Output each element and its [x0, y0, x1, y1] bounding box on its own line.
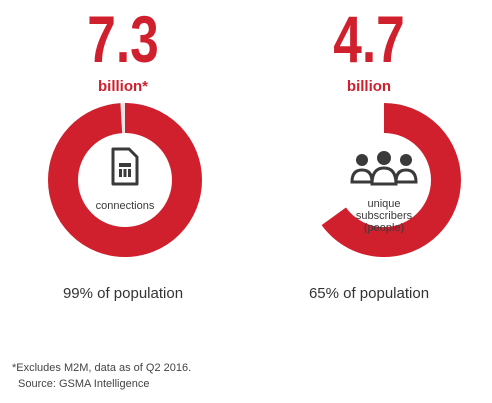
subscribers-label-line-3: (people) [363, 222, 405, 234]
subscribers-panel: 4.7 billion unique subscribers (people) … [246, 0, 492, 320]
subscribers-population-caption: 65% of population [308, 285, 430, 302]
connections-donut-chart [48, 103, 202, 257]
connections-panel: 7.3 billion* connections 99% of populati… [0, 0, 246, 320]
subscribers-label-line-2: subscribers [355, 210, 413, 222]
connections-unit: billion* [98, 78, 148, 95]
subscribers-donut-arc [307, 103, 461, 257]
subscribers-donut-chart [307, 103, 461, 257]
subscribers-label-line-1: unique [367, 198, 401, 210]
footnote-source: Source: GSMA Intelligence [18, 378, 150, 390]
connections-donut-arc [48, 103, 202, 257]
footnote-exclusion: *Excludes M2M, data as of Q2 2016. [12, 362, 192, 374]
connections-value: 7.3 [87, 2, 159, 76]
people-group-icon [350, 151, 418, 186]
connections-population-caption: 99% of population [62, 285, 184, 302]
subscribers-unit: billion [346, 78, 392, 95]
footnote: *Excludes M2M, data as of Q2 2016. Sourc… [12, 360, 191, 392]
subscribers-value: 4.7 [333, 2, 405, 76]
subscribers-label: unique subscribers (people) [304, 198, 464, 234]
sim-card-icon [111, 147, 139, 186]
connections-label: connections [95, 200, 155, 212]
